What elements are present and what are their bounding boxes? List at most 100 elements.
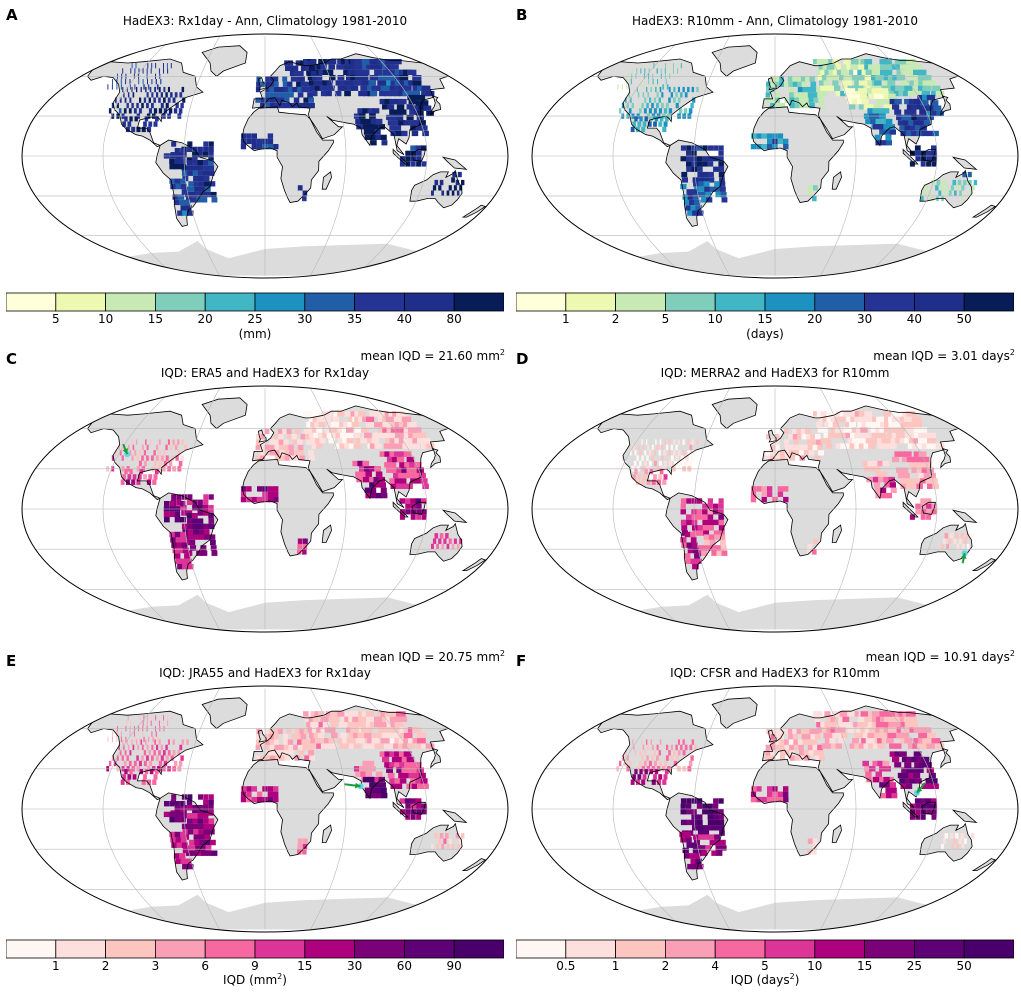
colorbar-tick-label: 60 — [396, 959, 413, 973]
colorbar-swatch — [913, 292, 965, 312]
colorbar-tick-label: 40 — [906, 312, 923, 326]
colorbar-swatch — [453, 292, 504, 312]
colorbar-swatch — [864, 292, 915, 312]
colorbar-swatch — [864, 939, 915, 959]
colorbar-tick-label: 15 — [856, 959, 873, 973]
highlight-arrow-icon — [960, 550, 968, 564]
colorbar-swatch — [105, 292, 156, 312]
colorbar-tick-label: 25 — [247, 312, 263, 326]
colorbar-swatch — [304, 939, 355, 959]
landmass-greenland — [202, 697, 248, 729]
colorbar-label-iqd-mm: IQD (mm2) — [223, 972, 287, 987]
landmass-madagascar — [832, 171, 842, 190]
panel-title-e: IQD: JRA55 and HadEX3 for Rx1day — [159, 666, 371, 680]
colorbar-swatch — [354, 292, 405, 312]
landmass-newzealand — [973, 205, 996, 218]
colorbar-tick-label: 5 — [761, 959, 769, 973]
landmass-japan — [940, 448, 951, 468]
graticule — [22, 688, 508, 930]
landmass-newguinea — [443, 157, 467, 170]
colorbar-tick-label: 30 — [856, 312, 873, 326]
colorbar-swatch — [453, 939, 504, 959]
colorbar-tick-label: 4 — [711, 959, 719, 973]
colorbar-swatch — [55, 292, 106, 312]
colorbar-tick-label: 1 — [51, 959, 60, 973]
colorbar-swatch — [714, 939, 766, 959]
panel-label-e: E — [6, 652, 17, 670]
landmass-greenland — [202, 397, 248, 429]
map-panel-f — [531, 685, 1019, 933]
colorbar-tick-label: 3 — [151, 959, 160, 973]
landmass-madagascar — [322, 525, 332, 543]
colorbar-tick-label: 1 — [561, 312, 570, 326]
landmass-australia — [409, 823, 463, 862]
colorbar-tick-label: 20 — [197, 312, 213, 326]
colorbar-swatch — [565, 292, 616, 312]
map-panel-c — [21, 385, 509, 633]
colorbar-tick-label: 5 — [51, 312, 60, 326]
map-panel-a — [21, 33, 509, 279]
colorbar-tick-label: 10 — [807, 959, 823, 973]
colorbar-tick-label: 9 — [251, 959, 259, 973]
landmass-newzealand — [463, 558, 486, 571]
colorbar-tick-label: 15 — [757, 312, 773, 326]
colorbar-swatch — [204, 939, 256, 959]
landmass-newzealand — [463, 205, 486, 218]
colorbar-swatch — [814, 292, 865, 312]
colorbar-label-iqd-days: IQD (days2) — [730, 972, 800, 987]
landmass-newzealand — [973, 858, 996, 871]
panel-title-a: HadEX3: Rx1day - Ann, Climatology 1981-2… — [122, 14, 408, 28]
colorbar-swatch — [565, 939, 616, 959]
colorbar-swatch — [714, 292, 766, 312]
colorbar-tick-label: 10 — [707, 312, 723, 326]
landmass-japan — [430, 96, 441, 115]
colorbar-tick-label: 25 — [906, 959, 923, 973]
colorbar-swatch — [764, 939, 816, 959]
graticule — [532, 688, 1018, 930]
panel-title-d: IQD: MERRA2 and HadEX3 for R10mm — [660, 366, 890, 380]
landmass-japan — [430, 748, 441, 768]
colorbar-tick-label: 2 — [661, 959, 670, 973]
landmass-newguinea — [953, 510, 977, 523]
colorbar-swatch — [963, 939, 1014, 959]
map-outline — [531, 685, 1019, 933]
panel-title-b: HadEX3: R10mm - Ann, Climatology 1981-20… — [631, 14, 919, 28]
colorbar-tick-label: 2 — [101, 959, 110, 973]
colorbar-label-days: (days) — [746, 327, 784, 341]
colorbar-swatch — [55, 939, 106, 959]
colorbar-swatch — [615, 939, 666, 959]
map-outline — [21, 33, 509, 279]
map-panel-d — [531, 385, 1019, 633]
map-outline — [21, 385, 509, 633]
landmass-newzealand — [463, 858, 486, 871]
colorbar-r10mm — [516, 292, 1014, 312]
colorbar-tick-label: 90 — [446, 959, 462, 973]
landmass-newzealand — [973, 558, 996, 571]
mean-iqd-d: mean IQD = 3.01 days2 — [873, 348, 1015, 363]
colorbar-swatch — [516, 292, 567, 312]
colorbar-tick-label: 6 — [201, 959, 209, 973]
data-cells — [106, 411, 463, 570]
colorbar-tick-label: 15 — [297, 959, 313, 973]
colorbar-tick-label: 40 — [396, 312, 413, 326]
colorbar-swatch — [664, 292, 716, 312]
landmass-madagascar — [322, 825, 332, 843]
colorbar-tick-label: 30 — [297, 312, 313, 326]
data-cells — [616, 711, 975, 870]
map-outline — [531, 385, 1019, 633]
landmass-madagascar — [322, 171, 332, 190]
panel-label-d: D — [516, 350, 529, 368]
colorbar-tick-label: 0.5 — [556, 959, 576, 973]
colorbar-swatch — [615, 292, 666, 312]
colorbar-tick-label: 1 — [611, 959, 620, 973]
landmass-japan — [430, 448, 441, 468]
colorbar-label-mm: (mm) — [238, 327, 272, 341]
colorbar-swatch — [516, 939, 567, 959]
colorbar-tick-label: 10 — [97, 312, 114, 326]
mean-iqd-f: mean IQD = 10.91 days2 — [865, 649, 1015, 664]
mean-iqd-c: mean IQD = 21.60 mm2 — [360, 348, 505, 363]
data-cells — [106, 711, 465, 870]
colorbar-swatch — [254, 292, 306, 312]
highlight-arrow-icon — [913, 782, 926, 796]
panel-label-c: C — [6, 350, 18, 368]
